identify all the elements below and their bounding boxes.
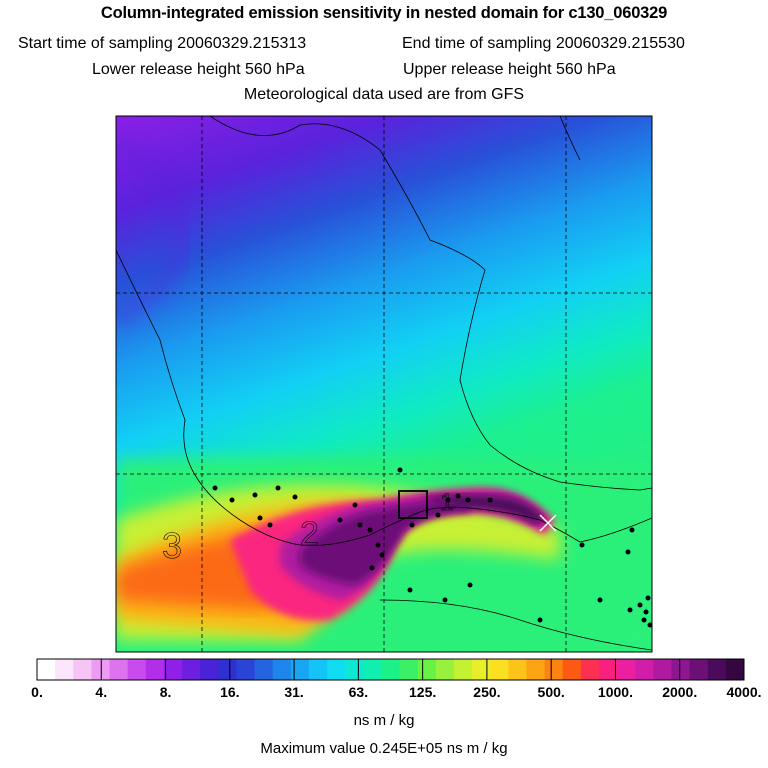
max-value-label: Maximum value 0.245E+05 ns m / kg	[260, 740, 508, 757]
release-box	[398, 490, 428, 519]
color-scale-cell	[127, 659, 147, 680]
plume-label-1: 1	[440, 489, 453, 516]
color-scale-cell	[399, 659, 419, 680]
units-label: ns m / kg	[353, 712, 415, 729]
color-scale-cell	[55, 659, 74, 680]
map-title: Column-integrated emission sensitivity i…	[100, 4, 668, 22]
color-scale-cell	[580, 659, 600, 680]
color-scale-tick-label: 4000.	[726, 684, 762, 700]
color-scale-cell	[363, 659, 382, 680]
color-scale-cell	[236, 659, 256, 680]
color-scale-cell	[490, 659, 509, 680]
color-scale-tick-label: 16.	[220, 684, 240, 700]
color-scale-cell	[345, 659, 364, 680]
end-sampling-label: End time of sampling 20060329.215530	[402, 35, 685, 52]
color-scale-cell	[218, 659, 237, 680]
color-scale-tick-label: 31.	[284, 684, 304, 700]
meteo-source-label: Meteorological data used are from GFS	[243, 86, 525, 103]
color-scale-tick-label: 0.	[31, 684, 43, 700]
map-frame	[115, 115, 653, 653]
color-scale-cell	[598, 659, 618, 680]
color-scale-cell	[617, 659, 636, 680]
color-scale-cell	[435, 659, 455, 680]
color-scale-cell	[635, 659, 654, 680]
color-scale-cell	[182, 659, 201, 680]
color-scale-cell	[272, 659, 292, 680]
color-scale-cell	[200, 659, 219, 680]
color-scale-cell	[290, 659, 310, 680]
plume-label-2: 2	[300, 515, 319, 553]
color-scale-tick-label: 63.	[348, 684, 369, 700]
color-scale-tick-label: 1000.	[597, 684, 633, 700]
color-scale-frame	[36, 658, 745, 681]
color-scale-tick-label: 8.	[159, 684, 172, 700]
color-scale-tick-label: 250.	[473, 684, 501, 700]
color-scale-cell	[163, 659, 183, 680]
color-scale-cell	[145, 659, 165, 680]
upper-release-label: Upper release height 560 hPa	[403, 61, 616, 78]
color-scale-cell	[472, 659, 491, 680]
release-cross	[539, 514, 557, 532]
color-scale-cell	[327, 659, 346, 680]
color-scale-cell	[91, 659, 111, 680]
color-scale-cell	[653, 659, 672, 680]
color-scale-tick-label: 2000.	[662, 684, 698, 700]
station-dots	[212, 467, 652, 628]
graticule	[116, 116, 652, 652]
coastlines-borders	[116, 116, 652, 651]
color-scale-cells	[36, 659, 745, 680]
color-scale-cell	[508, 659, 527, 680]
color-scale-tick-label: 500.	[537, 684, 565, 700]
color-scale-cell	[707, 659, 727, 680]
color-scale-cell	[417, 659, 437, 680]
lower-release-label: Lower release height 560 hPa	[92, 61, 305, 78]
color-scale-cell	[544, 659, 564, 680]
color-scale-cell	[562, 659, 582, 680]
color-scale-cell	[725, 659, 745, 680]
plume-label-3: 3	[162, 525, 182, 566]
color-scale-cell	[109, 659, 129, 680]
color-scale-cell	[453, 659, 473, 680]
color-scale-tick-label: 4.	[95, 684, 108, 700]
color-scale-cell	[73, 659, 92, 680]
color-scale-cell	[381, 659, 401, 680]
color-scale-cell	[254, 659, 274, 680]
color-scale-cell	[526, 659, 546, 680]
color-scale-tick-label: 125.	[409, 684, 437, 700]
color-scale-cell	[37, 659, 56, 680]
start-sampling-label: Start time of sampling 20060329.215313	[18, 35, 307, 52]
color-scale-cell	[671, 659, 691, 680]
color-scale-cell	[308, 659, 328, 680]
color-scale-cell	[689, 659, 709, 680]
